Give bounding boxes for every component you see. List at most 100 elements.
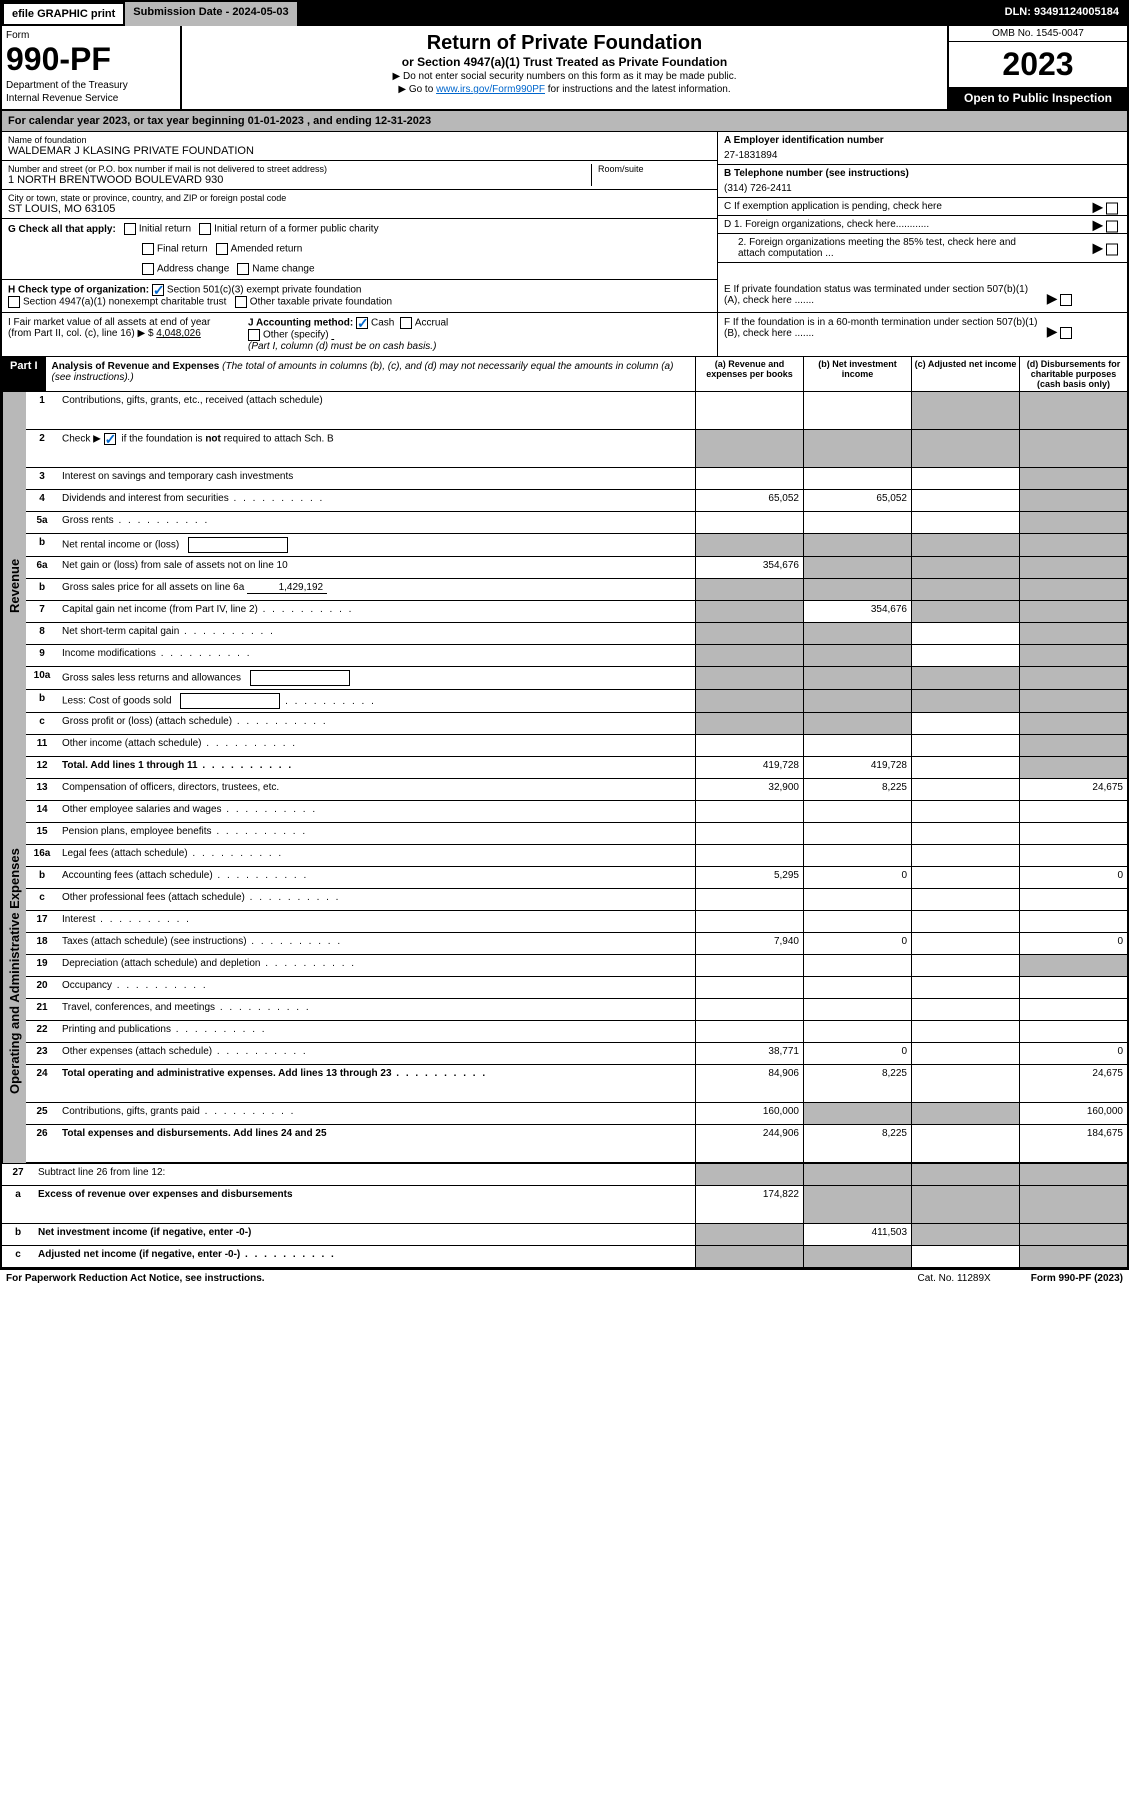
check-accrual[interactable] [400, 317, 412, 329]
cell-b [803, 534, 911, 556]
cell-b: 8,225 [803, 1065, 911, 1102]
check-4947a1[interactable] [8, 296, 20, 308]
cell-b: 65,052 [803, 490, 911, 511]
line-label: Interest on savings and temporary cash i… [58, 468, 695, 489]
line-number: 6a [26, 557, 58, 578]
cell-c [911, 1065, 1019, 1102]
line-number: c [2, 1246, 34, 1267]
room-cell: Room/suite [591, 164, 711, 186]
line-number: 25 [26, 1103, 58, 1124]
check-initial-former[interactable] [199, 223, 211, 235]
check-address-change[interactable] [142, 263, 154, 275]
check-sch-b[interactable] [104, 433, 116, 445]
footer: For Paperwork Reduction Act Notice, see … [0, 1270, 1129, 1287]
irs-link[interactable]: www.irs.gov/Form990PF [436, 84, 545, 95]
line-label: Gross rents [58, 512, 695, 533]
line-number: c [26, 889, 58, 910]
cell-c [911, 667, 1019, 689]
cell-c [911, 1021, 1019, 1042]
arrow-icon: ▶ [1092, 216, 1103, 232]
d1-cell: D 1. Foreign organizations, check here..… [718, 216, 1127, 234]
part1-desc: Analysis of Revenue and Expenses (The to… [46, 357, 695, 391]
g-opt-4: Address change [157, 264, 229, 275]
cell-d [1019, 1021, 1127, 1042]
cell-d: 24,675 [1019, 1065, 1127, 1102]
check-name-change[interactable] [237, 263, 249, 275]
check-foreign-org[interactable] [1106, 220, 1118, 232]
form-header: Form 990-PF Department of the Treasury I… [2, 26, 1127, 111]
line-number: 16a [26, 845, 58, 866]
line-label: Other professional fees (attach schedule… [58, 889, 695, 910]
line-number: 15 [26, 823, 58, 844]
line-row: 25Contributions, gifts, grants paid160,0… [26, 1103, 1127, 1125]
part1-header-row: Part I Analysis of Revenue and Expenses … [2, 357, 1127, 392]
line-number: 1 [26, 392, 58, 429]
cell-a [695, 579, 803, 600]
line-number: 21 [26, 999, 58, 1020]
cell-b [803, 823, 911, 844]
line-label: Check ▶ if the foundation is not require… [58, 430, 695, 467]
address: 1 NORTH BRENTWOOD BOULEVARD 930 [8, 174, 591, 186]
line-label: Net investment income (if negative, ente… [34, 1224, 695, 1245]
cell-b [803, 430, 911, 467]
cell-b [803, 713, 911, 734]
cell-d [1019, 1164, 1127, 1185]
cell-a [695, 468, 803, 489]
line-number: 27 [2, 1164, 34, 1185]
cell-c [911, 490, 1019, 511]
check-initial-return[interactable] [124, 223, 136, 235]
line-label: Adjusted net income (if negative, enter … [34, 1246, 695, 1267]
form-subtitle: or Section 4947(a)(1) Trust Treated as P… [188, 55, 941, 69]
check-amended-return[interactable] [216, 243, 228, 255]
check-exemption-pending[interactable] [1106, 202, 1118, 214]
cat-no: Cat. No. 11289X [918, 1273, 991, 1284]
check-501c3[interactable] [152, 284, 164, 296]
line-row: 12Total. Add lines 1 through 11419,72841… [26, 757, 1127, 779]
cell-c [911, 1164, 1019, 1185]
d2-cell: 2. Foreign organizations meeting the 85%… [718, 234, 1127, 263]
cell-d: 24,675 [1019, 779, 1127, 800]
line-label: Subtract line 26 from line 12: [34, 1164, 695, 1185]
cell-c [911, 1103, 1019, 1124]
line-row: 27Subtract line 26 from line 12: [2, 1164, 1127, 1186]
cell-c [911, 735, 1019, 756]
form-note-2: ▶ Go to www.irs.gov/Form990PF for instru… [188, 84, 941, 95]
form-note-1: ▶ Do not enter social security numbers o… [188, 71, 941, 82]
check-other-method[interactable] [248, 329, 260, 341]
line-row: 7Capital gain net income (from Part IV, … [26, 601, 1127, 623]
check-foreign-85[interactable] [1106, 244, 1118, 256]
city-cell: City or town, state or province, country… [2, 190, 717, 219]
dept-treasury: Department of the Treasury [6, 80, 176, 91]
j-accrual: Accrual [415, 318, 448, 329]
line-row: 5aGross rents [26, 512, 1127, 534]
cell-a: 174,822 [695, 1186, 803, 1223]
line-label: Net gain or (loss) from sale of assets n… [58, 557, 695, 578]
cell-b: 0 [803, 1043, 911, 1064]
cell-c [911, 757, 1019, 778]
efile-print-button[interactable]: efile GRAPHIC print [2, 2, 125, 26]
arrow-icon: ▶ [1092, 198, 1103, 214]
check-final-return[interactable] [142, 243, 154, 255]
line-number: a [2, 1186, 34, 1223]
line-number: 2 [26, 430, 58, 467]
check-status-terminated[interactable] [1060, 294, 1072, 306]
calendar-year-row: For calendar year 2023, or tax year begi… [2, 111, 1127, 132]
line-label: Gross profit or (loss) (attach schedule) [58, 713, 695, 734]
h-opt3: Other taxable private foundation [250, 297, 392, 308]
line-number: 14 [26, 801, 58, 822]
check-60-month[interactable] [1060, 327, 1072, 339]
cell-a [695, 999, 803, 1020]
cell-d [1019, 534, 1127, 556]
cell-a [695, 823, 803, 844]
line-number: 23 [26, 1043, 58, 1064]
cell-b [803, 735, 911, 756]
cell-a: 7,940 [695, 933, 803, 954]
check-other-taxable[interactable] [235, 296, 247, 308]
line-row: bAccounting fees (attach schedule)5,2950… [26, 867, 1127, 889]
cell-b: 411,503 [803, 1224, 911, 1245]
city: ST LOUIS, MO 63105 [8, 203, 711, 215]
line-row: 6aNet gain or (loss) from sale of assets… [26, 557, 1127, 579]
opex-section: Operating and Administrative Expenses 13… [2, 779, 1127, 1163]
line-number: 5a [26, 512, 58, 533]
check-cash[interactable] [356, 317, 368, 329]
